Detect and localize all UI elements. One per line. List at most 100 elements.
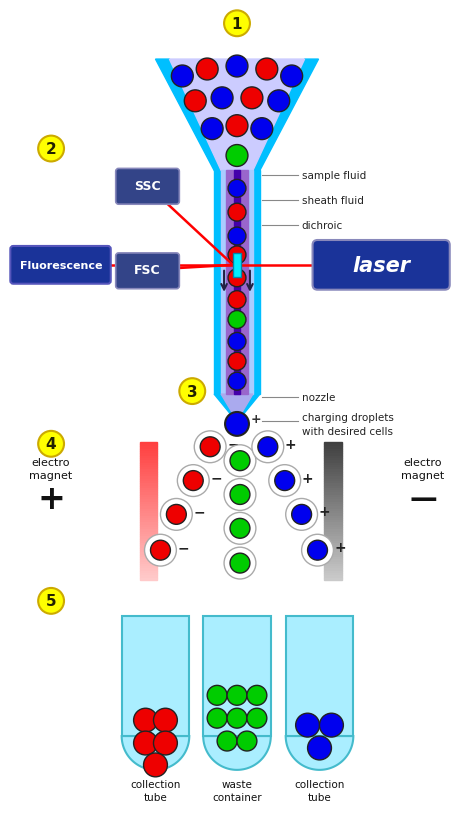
- Circle shape: [224, 479, 256, 511]
- Circle shape: [256, 59, 278, 81]
- Polygon shape: [139, 571, 157, 573]
- Circle shape: [228, 269, 246, 287]
- Circle shape: [177, 465, 209, 497]
- Polygon shape: [325, 491, 342, 493]
- Polygon shape: [139, 555, 157, 557]
- Circle shape: [230, 485, 250, 505]
- Circle shape: [154, 731, 177, 755]
- Circle shape: [241, 88, 263, 110]
- Text: −: −: [210, 471, 222, 485]
- Polygon shape: [325, 516, 342, 518]
- Text: dichroic: dichroic: [301, 221, 343, 231]
- Text: laser: laser: [352, 256, 410, 275]
- Circle shape: [286, 499, 318, 531]
- Text: FSC: FSC: [134, 264, 161, 277]
- Polygon shape: [234, 171, 240, 395]
- Polygon shape: [325, 525, 342, 527]
- Circle shape: [228, 333, 246, 351]
- Polygon shape: [139, 557, 157, 559]
- Polygon shape: [139, 553, 157, 555]
- Text: Fluorescence: Fluorescence: [20, 260, 102, 270]
- Circle shape: [184, 91, 206, 113]
- Circle shape: [281, 66, 302, 88]
- Polygon shape: [139, 459, 157, 460]
- Polygon shape: [139, 482, 157, 484]
- Polygon shape: [203, 736, 271, 770]
- Polygon shape: [325, 495, 342, 497]
- Circle shape: [200, 437, 220, 457]
- Circle shape: [230, 554, 250, 573]
- Polygon shape: [325, 473, 342, 474]
- Polygon shape: [325, 550, 342, 553]
- Polygon shape: [139, 465, 157, 468]
- Circle shape: [38, 432, 64, 457]
- Polygon shape: [325, 532, 342, 534]
- Circle shape: [275, 471, 295, 491]
- Circle shape: [211, 88, 233, 110]
- Polygon shape: [325, 544, 342, 545]
- Text: +: +: [301, 471, 313, 485]
- Circle shape: [183, 471, 203, 491]
- Text: waste: waste: [221, 779, 253, 789]
- Polygon shape: [325, 493, 342, 495]
- Text: electro: electro: [404, 457, 442, 467]
- Polygon shape: [139, 488, 157, 491]
- Polygon shape: [169, 60, 305, 171]
- Text: −: −: [177, 541, 189, 554]
- Circle shape: [230, 518, 250, 539]
- Circle shape: [226, 56, 248, 78]
- Polygon shape: [325, 530, 342, 532]
- Polygon shape: [325, 539, 342, 541]
- FancyBboxPatch shape: [10, 247, 111, 284]
- Polygon shape: [139, 525, 157, 527]
- Circle shape: [269, 465, 301, 497]
- Polygon shape: [233, 254, 241, 278]
- Polygon shape: [139, 497, 157, 500]
- Polygon shape: [139, 486, 157, 488]
- Polygon shape: [139, 447, 157, 449]
- Circle shape: [237, 731, 257, 751]
- Circle shape: [224, 446, 256, 477]
- Polygon shape: [325, 505, 342, 507]
- Polygon shape: [325, 470, 342, 473]
- Text: tube: tube: [308, 792, 331, 802]
- Text: SSC: SSC: [134, 179, 161, 192]
- Text: electro: electro: [32, 457, 70, 467]
- Circle shape: [228, 373, 246, 391]
- Polygon shape: [139, 454, 157, 456]
- Circle shape: [226, 115, 248, 138]
- Circle shape: [258, 437, 278, 457]
- Polygon shape: [325, 521, 342, 523]
- Polygon shape: [139, 495, 157, 497]
- Circle shape: [227, 686, 247, 705]
- Circle shape: [251, 119, 273, 140]
- Polygon shape: [325, 536, 342, 539]
- Polygon shape: [139, 491, 157, 493]
- Text: charging droplets: charging droplets: [301, 413, 393, 423]
- Polygon shape: [139, 509, 157, 511]
- Circle shape: [308, 541, 328, 560]
- Polygon shape: [325, 442, 342, 445]
- Circle shape: [172, 66, 193, 88]
- Circle shape: [228, 204, 246, 222]
- Polygon shape: [325, 548, 342, 550]
- Circle shape: [207, 686, 227, 705]
- Polygon shape: [139, 544, 157, 545]
- Polygon shape: [139, 518, 157, 521]
- Polygon shape: [325, 573, 342, 576]
- Circle shape: [207, 708, 227, 728]
- Polygon shape: [325, 451, 342, 454]
- Polygon shape: [139, 507, 157, 509]
- Circle shape: [225, 413, 249, 437]
- Polygon shape: [325, 559, 342, 562]
- Polygon shape: [139, 451, 157, 454]
- Polygon shape: [325, 477, 342, 479]
- Polygon shape: [139, 484, 157, 486]
- Text: +: +: [37, 482, 65, 515]
- Polygon shape: [325, 564, 342, 567]
- Polygon shape: [325, 449, 342, 451]
- Polygon shape: [139, 442, 157, 445]
- Polygon shape: [139, 573, 157, 576]
- Polygon shape: [139, 516, 157, 518]
- Polygon shape: [139, 564, 157, 567]
